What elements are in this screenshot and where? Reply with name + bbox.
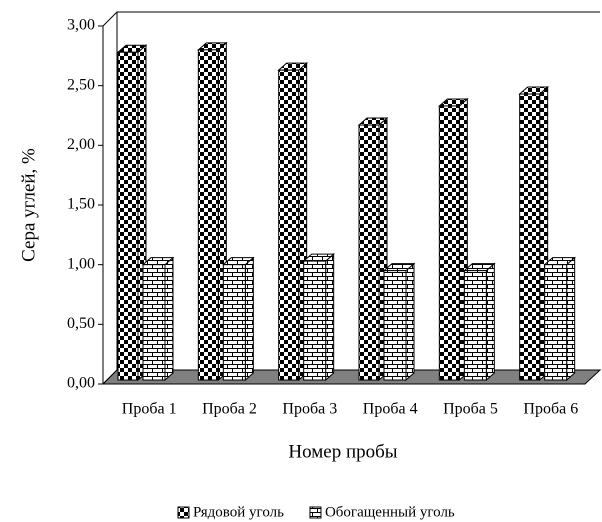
bar [358,124,380,381]
bar [117,51,139,381]
bar [519,93,541,381]
bar-side [566,256,576,382]
bar [197,49,219,381]
y-tick-label: 2,00 [67,136,95,153]
x-axis-label: Номер пробы [288,441,397,462]
y-tick-label: 0,50 [67,315,95,332]
bar [303,260,327,381]
y-tick-label: 1,00 [67,255,95,272]
axis-corner [102,369,118,385]
x-tick-label: Проба 1 [122,401,177,418]
legend-swatch [177,506,190,519]
axis-corner [102,11,118,27]
y-tick-label: 3,00 [67,17,95,34]
x-tick-label: Проба 3 [282,401,337,418]
y-tick-label: 2,50 [67,76,95,93]
bar [383,270,407,381]
bar [463,270,487,381]
bar-side [325,252,335,382]
x-tick-label: Проба 4 [363,401,418,418]
x-tick-label: Проба 5 [443,401,498,418]
legend-label: Обогащенный уголь [325,504,455,520]
bar-side [164,256,174,382]
bar-side [244,256,254,382]
x-tick-label: Проба 6 [523,401,578,418]
y-tick-label: 1,50 [67,196,95,213]
legend-label: Рядовой уголь [193,504,284,520]
bar-side [405,262,415,382]
x-tick-label: Проба 2 [202,401,257,418]
bar [142,264,166,381]
bar [544,264,568,381]
bar [222,264,246,381]
y-tick-label: 0,00 [67,375,95,392]
bar-side [485,262,495,382]
y-axis-label: Сера углей, % [18,148,39,262]
legend-swatch [309,506,322,519]
bar [278,69,300,381]
bar [438,105,460,381]
